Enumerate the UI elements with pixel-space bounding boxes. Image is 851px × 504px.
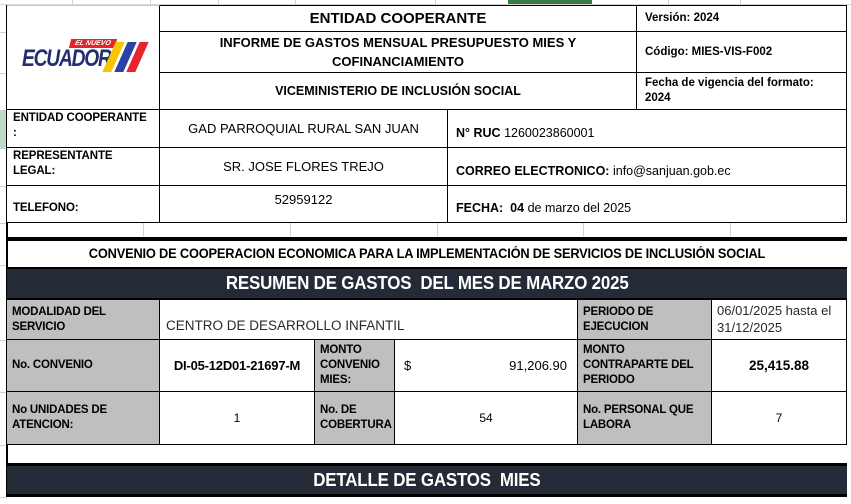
periodo-value: 06/01/2025 hasta el 31/12/2025 xyxy=(712,300,847,340)
contraparte-label: MONTO CONTRAPARTE DEL PERIODO xyxy=(578,340,712,392)
code-field: Código: MIES-VIS-F002 xyxy=(637,32,847,73)
cobertura-value: 54 xyxy=(395,392,578,445)
email-cell: CORREO ELECTRONICO: info@sanjuan.gob.ec xyxy=(448,148,847,186)
gridline xyxy=(0,223,7,224)
resumen-band-title: RESUMEN DE GASTOS DEL MES DE MARZO 2025 xyxy=(225,273,629,293)
phone-value: 52959122 xyxy=(160,186,448,223)
phone-label: TELEFONO: xyxy=(7,186,160,223)
gridline xyxy=(72,0,73,5)
page-title: ENTIDAD COOPERANTE xyxy=(160,5,637,32)
contraparte-value: 25,415.88 xyxy=(712,340,847,392)
cell-selection-indicator xyxy=(508,0,592,4)
date-label: FECHA: xyxy=(456,201,511,215)
flag-stripes-icon xyxy=(102,41,149,72)
gridline xyxy=(0,186,7,187)
modalidad-value: CENTRO DE DESARROLLO INFANTIL xyxy=(160,300,578,340)
ruc-label: N° RUC xyxy=(456,126,501,140)
convenio-number-label: No. CONVENIO xyxy=(7,340,160,392)
detalle-band-title: DETALLE DE GASTOS MIES xyxy=(313,469,541,490)
resumen-table: MODALIDAD DEL SERVICIO CENTRO DE DESARRO… xyxy=(7,300,847,445)
logo-cell: ECUADOR EL NUEVO xyxy=(7,5,160,110)
entity-value: GAD PARROQUIAL RURAL SAN JUAN xyxy=(160,110,448,148)
gridline xyxy=(0,392,7,393)
resumen-band: RESUMEN DE GASTOS DEL MES DE MARZO 2025 xyxy=(7,267,847,300)
personal-value: 7 xyxy=(712,392,847,445)
department-title: VICEMINISTERIO DE INCLUSIÓN SOCIAL xyxy=(160,73,637,110)
modalidad-label: MODALIDAD DEL SERVICIO xyxy=(7,300,160,340)
gridline xyxy=(0,340,7,341)
representative-value: SR. JOSE FLORES TREJO xyxy=(160,148,448,186)
form-header-table: ECUADOR EL NUEVO ENTIDAD COOPERANTE Vers… xyxy=(7,5,847,110)
gridline xyxy=(0,148,7,149)
unidades-label: No UNIDADES DE ATENCION: xyxy=(7,392,160,445)
gridline xyxy=(0,445,7,446)
version-field: Versión: 2024 xyxy=(637,5,847,32)
gridline xyxy=(218,0,219,5)
date-day: 04 xyxy=(510,201,525,215)
personal-label: No. PERSONAL QUE LABORA xyxy=(578,392,712,445)
margin-green-cell xyxy=(0,110,7,148)
gridline xyxy=(290,223,291,236)
entity-info-table: ENTIDAD COOPERANTE : GAD PARROQUIAL RURA… xyxy=(7,110,847,223)
email-value: info@sanjuan.gob.ec xyxy=(609,164,731,178)
periodo-label: PERIODO DE EJECUCION xyxy=(578,300,712,340)
cobertura-label: No. DE COBERTURA xyxy=(315,392,395,445)
gridline xyxy=(437,223,438,236)
gridline xyxy=(0,265,7,266)
validity-field: Fecha de vigencia del formato: 2024 xyxy=(637,73,847,110)
ruc-value: 1260023860001 xyxy=(500,126,595,140)
detalle-band: DETALLE DE GASTOS MIES xyxy=(7,463,847,497)
currency-symbol: $ xyxy=(404,358,412,373)
date-value: de marzo del 2025 xyxy=(524,201,632,215)
ecuador-logo-wordmark: ECUADOR xyxy=(22,44,112,72)
date-cell: FECHA: 04 de marzo del 2025 xyxy=(448,186,847,223)
gridline xyxy=(740,0,741,5)
gridline xyxy=(668,0,669,5)
gridline xyxy=(583,223,584,236)
gridline xyxy=(730,223,731,236)
divider-bar xyxy=(7,237,847,241)
agreement-title: CONVENIO DE COOPERACION ECONOMICA PARA L… xyxy=(88,246,766,261)
entity-label: ENTIDAD COOPERANTE : xyxy=(7,110,160,148)
gridline xyxy=(0,497,7,498)
email-label: CORREO ELECTRONICO: xyxy=(456,164,610,178)
gridline xyxy=(0,4,851,5)
gridline xyxy=(0,73,7,74)
representative-label: NOMBRE DEL REPRESENTANTE LEGAL: xyxy=(7,148,160,186)
monto-mies-value: 91,206.90 xyxy=(509,358,567,373)
ecuador-logo: ECUADOR EL NUEVO xyxy=(22,36,149,80)
monto-mies-label: MONTO CONVENIO MIES: xyxy=(315,340,395,392)
gridline xyxy=(143,223,144,236)
ruc-cell: N° RUC 1260023860001 xyxy=(448,110,847,148)
monto-mies-cell: $ 91,206.90 xyxy=(395,340,578,392)
gridline xyxy=(295,0,296,5)
convenio-number-value: DI-05-12D01-21697-M xyxy=(160,340,315,392)
report-subtitle: INFORME DE GASTOS MENSUAL PRESUPUESTO MI… xyxy=(160,32,637,73)
gridline xyxy=(0,32,7,33)
gridline xyxy=(435,0,436,5)
table-left-border xyxy=(6,5,8,497)
gridline xyxy=(150,0,151,5)
unidades-value: 1 xyxy=(160,392,315,445)
